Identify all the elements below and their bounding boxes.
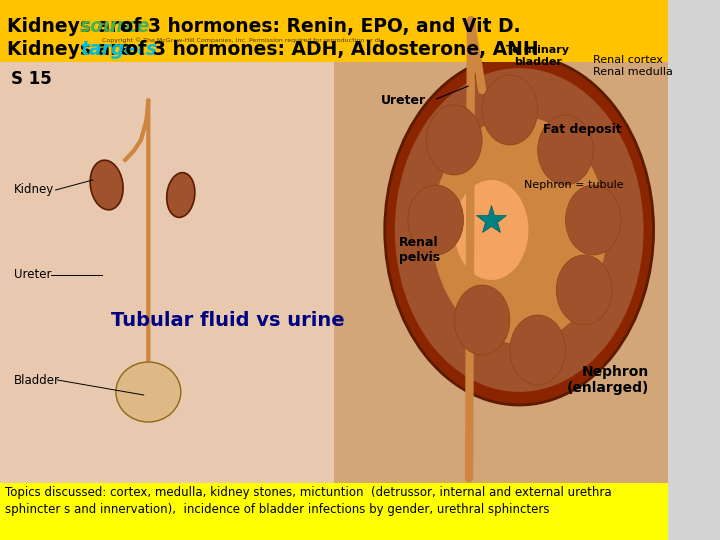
FancyBboxPatch shape — [0, 62, 334, 483]
Ellipse shape — [395, 68, 644, 392]
Ellipse shape — [565, 185, 621, 255]
Text: Nephron
(enlarged): Nephron (enlarged) — [567, 365, 649, 395]
Text: Tubular fluid vs urine: Tubular fluid vs urine — [112, 310, 345, 329]
Text: Ureter: Ureter — [382, 93, 426, 106]
Ellipse shape — [432, 116, 606, 344]
Text: Kidney: Kidney — [14, 184, 54, 197]
Text: S 15: S 15 — [11, 70, 52, 88]
Ellipse shape — [454, 180, 528, 280]
Ellipse shape — [538, 115, 593, 185]
Text: source: source — [80, 17, 150, 36]
Text: Kidneys are: Kidneys are — [7, 40, 145, 59]
Text: Fat deposit: Fat deposit — [543, 124, 621, 137]
Ellipse shape — [454, 285, 510, 355]
Ellipse shape — [557, 255, 612, 325]
Ellipse shape — [384, 55, 654, 405]
FancyBboxPatch shape — [0, 62, 667, 483]
Text: Renal
pelvis: Renal pelvis — [399, 236, 440, 264]
FancyBboxPatch shape — [0, 483, 667, 540]
FancyBboxPatch shape — [334, 62, 667, 483]
Text: Bladder: Bladder — [14, 374, 60, 387]
Ellipse shape — [510, 315, 565, 385]
Text: of 3 hormones: ADH, Aldosterone, ANH: of 3 hormones: ADH, Aldosterone, ANH — [119, 40, 539, 59]
Text: Topics discussed: cortex, medulla, kidney stones, mictuntion  (detrussor, intern: Topics discussed: cortex, medulla, kidne… — [4, 487, 611, 516]
Ellipse shape — [167, 173, 195, 218]
FancyBboxPatch shape — [0, 0, 667, 62]
Ellipse shape — [482, 75, 538, 145]
Text: of 3 hormones: Renin, EPO, and Vit D.: of 3 hormones: Renin, EPO, and Vit D. — [114, 17, 520, 36]
Text: Nephron = tubule: Nephron = tubule — [524, 180, 624, 190]
Ellipse shape — [116, 362, 181, 422]
Text: To urinary
bladder: To urinary bladder — [506, 45, 570, 66]
Ellipse shape — [426, 105, 482, 175]
Text: Copyright © The McGraw-Hill Companies, Inc. Permission required for reproduction: Copyright © The McGraw-Hill Companies, I… — [102, 37, 380, 43]
Text: Kidneys are: Kidneys are — [7, 17, 145, 36]
Text: Renal cortex
Renal medulla: Renal cortex Renal medulla — [593, 55, 673, 77]
Ellipse shape — [90, 160, 123, 210]
Ellipse shape — [408, 185, 464, 255]
Text: Ureter: Ureter — [14, 268, 51, 281]
Text: targets: targets — [80, 40, 157, 59]
